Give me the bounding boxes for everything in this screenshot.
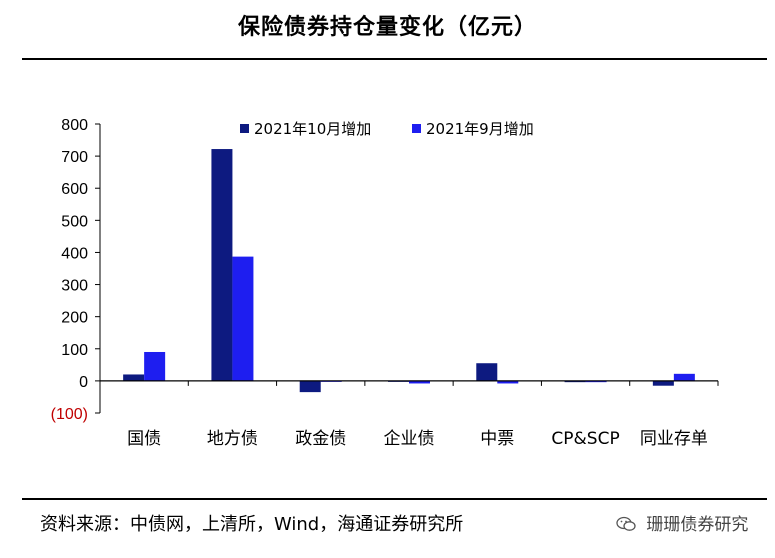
watermark-text: 珊珊债券研究 (646, 515, 749, 535)
y-tick-label: 300 (61, 278, 88, 295)
bar-oct (652, 380, 674, 386)
top-rule (22, 58, 767, 60)
bar-sep (497, 380, 519, 384)
bar-oct (476, 363, 498, 381)
y-tick-label: 800 (61, 117, 88, 134)
x-category-label: 同业存单 (640, 429, 708, 449)
y-tick-label: 700 (61, 149, 88, 166)
x-category-label: 企业债 (384, 429, 435, 449)
bar-oct (211, 149, 233, 381)
bar-sep (144, 351, 166, 381)
source-note: 资料来源：中债网，上清所，Wind，海通证券研究所 (40, 514, 464, 535)
x-category-label: 地方债 (207, 429, 258, 449)
y-tick-label: 500 (61, 213, 88, 230)
legend-label: 2021年10月增加 (254, 120, 371, 138)
bottom-rule (22, 498, 767, 500)
y-tick-label: 200 (61, 310, 88, 327)
chart-title: 保险债券持仓量变化（亿元） (237, 15, 537, 40)
bar-sep (232, 256, 254, 381)
y-tick-label: (100) (51, 406, 88, 423)
y-tick-label: 100 (61, 342, 88, 359)
x-category-label: 中票 (480, 429, 514, 449)
bar-oct (564, 380, 586, 383)
y-tick-label: 0 (79, 374, 88, 391)
bar-sep (409, 380, 430, 384)
x-category-label: 政金债 (295, 429, 346, 449)
bar-sep (673, 373, 695, 381)
y-tick-label: 400 (61, 245, 88, 262)
bar-oct (123, 374, 145, 381)
legend-swatch (240, 124, 249, 133)
bar-sep (585, 380, 607, 383)
x-category-label: 国债 (127, 429, 161, 449)
x-category-label: CP&SCP (551, 429, 619, 449)
y-tick-label: 600 (61, 181, 88, 198)
legend-label: 2021年9月增加 (426, 120, 534, 138)
wechat-icon (616, 516, 636, 531)
legend-swatch (412, 124, 421, 133)
watermark: 珊珊债券研究 (616, 510, 748, 540)
bar-oct (299, 380, 321, 393)
bar-chart: (100) 0 100 200 300 400 500 600 700 800 国债 地方债 政金债 企业… (51, 117, 719, 449)
